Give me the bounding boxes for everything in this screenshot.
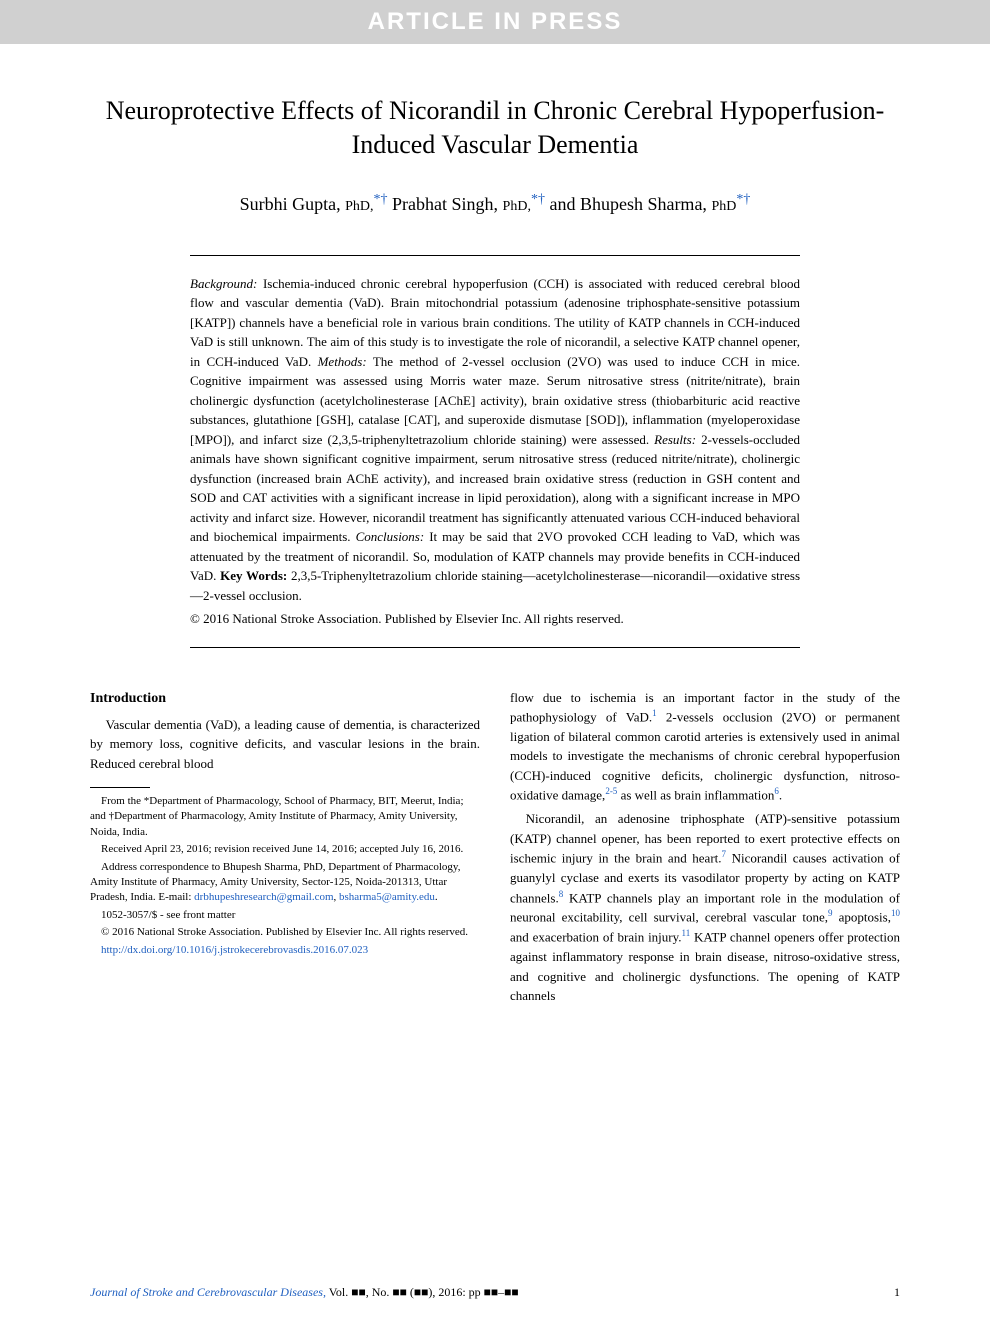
footnotes: From the *Department of Pharmacology, Sc…	[90, 794, 480, 958]
page-footer: Journal of Stroke and Cerebrovascular Di…	[90, 1285, 900, 1300]
introduction-heading: Introduction	[90, 688, 480, 709]
footer-journal-name: Journal of Stroke and Cerebrovascular Di…	[90, 1285, 326, 1299]
abstract-results-label: Results:	[654, 432, 696, 447]
author-degree: PhD	[711, 199, 736, 214]
right-column: flow due to ischemia is an important fac…	[510, 688, 900, 1010]
article-title: Neuroprotective Effects of Nicorandil in…	[90, 94, 900, 162]
footnote-copyright: © 2016 National Stroke Association. Publ…	[90, 925, 480, 940]
intro-para-1: Vascular dementia (VaD), a leading cause…	[90, 715, 480, 774]
intro-para-2: Nicorandil, an adenosine triphosphate (A…	[510, 809, 900, 1005]
footnote-issn: 1052-3057/$ - see front matter	[90, 908, 480, 923]
abstract-conclusions-label: Conclusions:	[356, 529, 425, 544]
intro-para-1-cont: flow due to ischemia is an important fac…	[510, 688, 900, 806]
abstract-methods-label: Methods:	[318, 354, 367, 369]
footnote-correspondence: Address correspondence to Bhupesh Sharma…	[90, 860, 480, 906]
citation-ref[interactable]: 2-5	[605, 786, 617, 796]
footnote-email-link[interactable]: bsharma5@amity.edu	[339, 891, 435, 903]
footnote-affiliation: From the *Department of Pharmacology, Sc…	[90, 794, 480, 840]
citation-ref[interactable]: 11	[682, 928, 691, 938]
author-affil-mark: *†	[531, 192, 545, 207]
footnote-email-link[interactable]: drbhupeshresearch@gmail.com	[194, 891, 333, 903]
page-content: Neuroprotective Effects of Nicorandil in…	[0, 44, 990, 1010]
author-name: and Bhupesh Sharma,	[549, 194, 706, 214]
author-degree: PhD,	[503, 199, 531, 214]
text-run: .	[779, 788, 782, 803]
footer-volume-info: Vol. ■■, No. ■■ (■■), 2016: pp ■■–■■	[326, 1285, 519, 1299]
author-affil-mark: *†	[736, 192, 750, 207]
body-columns: Introduction Vascular dementia (VaD), a …	[90, 688, 900, 1010]
author-line: Surbhi Gupta, PhD,*† Prabhat Singh, PhD,…	[90, 192, 900, 215]
abstract-copyright: © 2016 National Stroke Association. Publ…	[190, 609, 800, 629]
author-name: Prabhat Singh,	[392, 194, 498, 214]
abstract-background-label: Background:	[190, 276, 257, 291]
footer-journal: Journal of Stroke and Cerebrovascular Di…	[90, 1285, 519, 1300]
article-in-press-banner: ARTICLE IN PRESS	[0, 0, 990, 44]
author-degree: PhD,	[345, 199, 373, 214]
text-run: apoptosis,	[832, 910, 891, 925]
left-column: Introduction Vascular dementia (VaD), a …	[90, 688, 480, 1010]
footnote-doi-link[interactable]: http://dx.doi.org/10.1016/j.jstrokecereb…	[101, 944, 368, 956]
footnote-received: Received April 23, 2016; revision receiv…	[90, 842, 480, 857]
text-run: and exacerbation of brain injury.	[510, 930, 682, 945]
abstract-results: 2-vessels-occluded animals have shown si…	[190, 432, 800, 545]
footnote-email-end: .	[435, 891, 438, 903]
abstract-text: Background: Ischemia-induced chronic cer…	[190, 274, 800, 629]
abstract-keywords-label: Key Words:	[220, 568, 287, 583]
author-name: Surbhi Gupta,	[240, 194, 341, 214]
abstract-block: Background: Ischemia-induced chronic cer…	[190, 255, 800, 648]
footnote-rule	[90, 787, 150, 788]
footer-page-number: 1	[894, 1285, 900, 1300]
author-affil-mark: *†	[374, 192, 388, 207]
citation-ref[interactable]: 10	[891, 908, 900, 918]
text-run: as well as brain inflammation	[617, 788, 774, 803]
